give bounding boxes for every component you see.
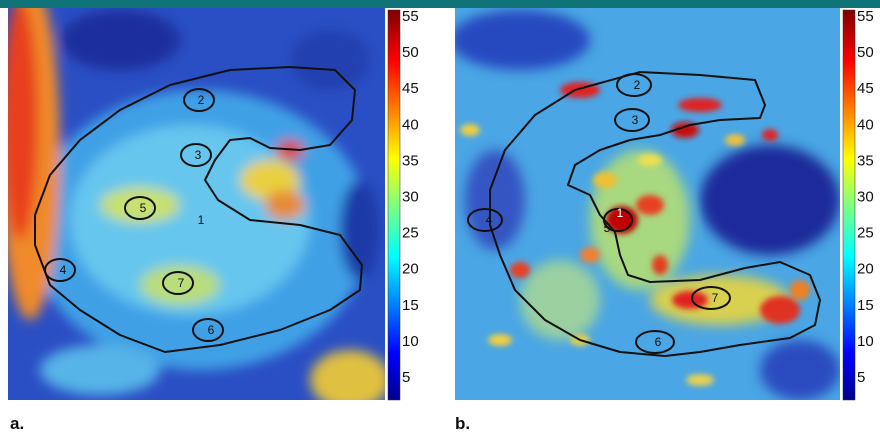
colorbar-tick-label: 15 [857, 297, 874, 314]
colorbar-tick-label: 25 [857, 225, 874, 242]
roi-label: 3 [632, 113, 639, 127]
panel-label: b. [455, 414, 470, 433]
colorbar-tick-label: 15 [402, 297, 419, 314]
colorbar-tick-label: 5 [402, 369, 410, 386]
map-b [450, 8, 840, 400]
colorbar-tick-label: 30 [857, 188, 874, 205]
roi-label: 5 [140, 201, 147, 215]
colorbar-tick-label: 10 [402, 333, 419, 350]
roi-label: 1 [198, 213, 205, 227]
colorbar-tick-label: 40 [402, 116, 419, 133]
colorbar-tick-label: 40 [857, 116, 874, 133]
roi-label: 2 [634, 78, 641, 92]
colorbar-tick-label: 50 [402, 44, 419, 61]
roi-label: 1 [617, 206, 624, 220]
roi-label: 7 [712, 291, 719, 305]
roi-label: 6 [655, 335, 662, 349]
roi-label: 3 [195, 148, 202, 162]
colorbar-tick-label: 35 [402, 152, 419, 169]
colorbar-tick-label: 25 [402, 225, 419, 242]
roi-label: 2 [198, 93, 205, 107]
roi-label: 7 [178, 276, 185, 290]
colorbar-ticks: 55 50 45 40 35 30 25 20 15 10 5 [857, 8, 874, 386]
colorbar-tick-label: 55 [857, 8, 874, 25]
colorbar [388, 10, 400, 400]
colorbar-tick-label: 30 [402, 188, 419, 205]
roi-label: 4 [60, 263, 67, 277]
colorbar [843, 10, 855, 400]
roi-label: 6 [208, 323, 215, 337]
colorbar-tick-label: 35 [857, 152, 874, 169]
colorbar-ticks: 55 50 45 40 35 30 25 20 15 10 5 [402, 8, 419, 386]
roi-label: 4 [486, 213, 493, 227]
header-bar [0, 0, 880, 8]
colorbar-tick-label: 45 [857, 80, 874, 97]
colorbar-tick-label: 20 [402, 261, 419, 278]
colorbar-tick-label: 45 [402, 80, 419, 97]
colorbar-tick-label: 20 [857, 261, 874, 278]
colorbar-tick-label: 50 [857, 44, 874, 61]
roi-label: 5 [604, 221, 611, 235]
colorbar-tick-label: 10 [857, 333, 874, 350]
figure: 555045403530252015105 1 2 3 4 5 6 7 [0, 0, 880, 436]
colorbar-tick-label: 55 [402, 8, 419, 25]
colorbar-tick-label: 5 [857, 369, 865, 386]
panel-label: a. [10, 414, 24, 433]
map-a [0, 0, 390, 410]
